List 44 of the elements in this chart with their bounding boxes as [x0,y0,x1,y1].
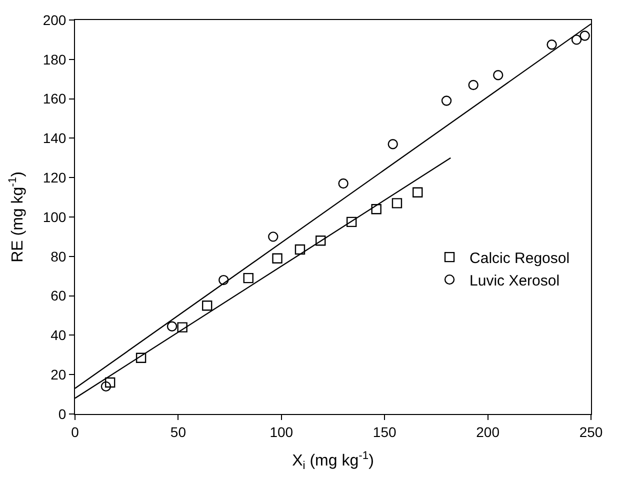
legend-label: Calcic Regosol [470,250,570,267]
y-tick-label: 160 [42,90,66,107]
point [546,40,557,50]
y-tick-label: 40 [50,327,66,344]
point [580,30,590,41]
point [441,96,452,106]
point [294,244,306,255]
point [392,198,402,208]
y-tick-label: 0 [58,406,66,422]
point [412,187,423,198]
point [338,178,348,189]
y-tick-label: 60 [50,288,66,304]
x-tick-label: 100 [270,424,294,440]
y-tick-label: 100 [42,208,66,225]
legend-label: Luvic Xerosol [470,272,560,290]
point [272,253,282,264]
point [268,232,278,242]
point [166,321,178,332]
point [371,204,382,214]
y-tick-label: 140 [42,130,66,146]
point [468,80,478,90]
y-tick-label: 180 [42,51,66,68]
point [104,377,116,388]
x-tick-label: 50 [170,424,186,440]
point [100,381,112,392]
point [243,272,254,284]
point [316,236,326,246]
x-tick-label: 0 [71,424,80,440]
point [571,34,582,45]
y-tick-label: 20 [50,366,66,382]
x-tick-label: 250 [579,424,603,440]
point [493,70,504,80]
point [177,322,188,332]
y-tick-label: 120 [42,170,66,186]
x-tick-label: 200 [476,424,500,440]
y-tick-label: 200 [42,12,66,28]
y-tick-label: 80 [50,248,66,264]
point [346,216,357,228]
point [202,300,212,311]
point [388,139,398,150]
point [218,274,229,286]
point [136,352,146,363]
x-axis-title: X$_{i}$ (mg kg$^{-1}$) [292,450,374,472]
x-tick-label: 150 [372,424,396,440]
